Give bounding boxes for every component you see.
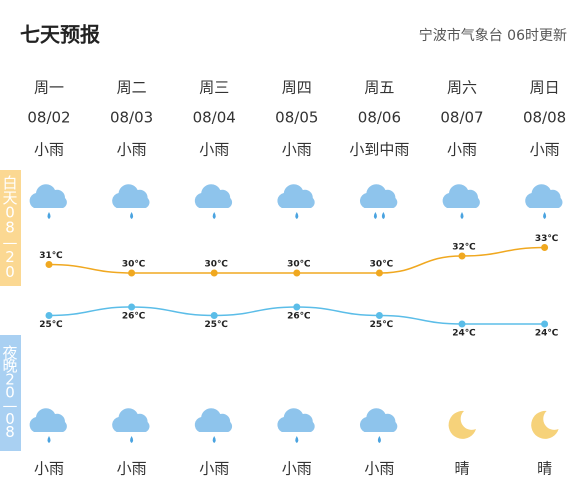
day-weather: 小雨 xyxy=(282,141,312,159)
date: 08/04 xyxy=(193,109,236,127)
cloud-icon xyxy=(277,184,315,208)
rain-drop xyxy=(460,212,464,219)
date: 08/08 xyxy=(523,109,566,127)
weekday: 周五 xyxy=(364,79,394,97)
day-weather: 小雨 xyxy=(117,141,147,159)
date: 08/02 xyxy=(27,109,70,127)
night-weather: 晴 xyxy=(454,460,469,478)
cloud-icon xyxy=(194,408,233,432)
temp-label: 25℃ xyxy=(370,320,394,330)
temp-label: 24℃ xyxy=(535,329,559,339)
temp-label: 30℃ xyxy=(370,260,394,270)
day-band xyxy=(0,170,21,286)
temp-dot xyxy=(210,312,218,319)
moon-icon xyxy=(448,410,476,439)
weekday: 周三 xyxy=(199,79,229,97)
temp-dot xyxy=(128,269,136,277)
temp-label: 25℃ xyxy=(39,320,63,330)
day-weather: 小雨 xyxy=(530,141,560,159)
cloud-icon xyxy=(277,408,315,432)
weekday: 周二 xyxy=(117,79,147,97)
cloud-icon xyxy=(112,408,150,432)
weekday: 周六 xyxy=(447,79,477,97)
temp-dot xyxy=(45,261,53,268)
temp-dot xyxy=(375,312,383,319)
cloud-icon xyxy=(525,184,563,208)
temp-label: 32℃ xyxy=(452,243,476,253)
cloud-icon xyxy=(112,184,150,208)
day-weather: 小雨 xyxy=(199,141,229,159)
band-label: 白天 0 8—2 0 xyxy=(2,174,17,281)
temp-label: 30℃ xyxy=(122,260,146,270)
rain-drop xyxy=(295,436,299,443)
temp-dot xyxy=(210,269,218,277)
cloud-icon xyxy=(359,408,398,432)
temp-label: 33℃ xyxy=(535,234,559,244)
temp-label: 26℃ xyxy=(287,312,311,322)
date: 08/03 xyxy=(110,109,153,127)
temp-dot xyxy=(293,269,301,277)
night-weather: 小雨 xyxy=(199,460,229,478)
rain-drop xyxy=(543,212,547,219)
temp-label: 30℃ xyxy=(204,260,228,270)
temp-label: 30℃ xyxy=(287,260,311,270)
night-weather: 晴 xyxy=(537,460,552,478)
day-weather: 小到中雨 xyxy=(349,141,409,159)
band-label: 夜晚 2 0—0 8 xyxy=(2,344,17,441)
temp-dot xyxy=(541,244,549,251)
cloud-icon xyxy=(359,184,398,208)
temp-label: 31℃ xyxy=(39,251,63,261)
cloud-icon xyxy=(29,408,67,432)
temp-label: 26℃ xyxy=(122,312,146,322)
rain-drop xyxy=(381,212,385,219)
cloud-icon xyxy=(29,184,67,208)
rain-drop xyxy=(212,212,216,219)
night-weather: 小雨 xyxy=(117,460,147,478)
weekday: 周一 xyxy=(34,79,64,97)
cloud-icon xyxy=(194,184,233,208)
weekday: 周四 xyxy=(282,79,312,97)
rain-drop xyxy=(130,436,134,443)
weekday: 周日 xyxy=(530,79,560,97)
rain-drop xyxy=(212,436,216,443)
rain-drop xyxy=(47,436,51,443)
rain-drop xyxy=(377,436,381,443)
moon-icon xyxy=(531,410,559,439)
temp-dot xyxy=(375,269,383,277)
date: 08/06 xyxy=(358,109,401,127)
temp-dot xyxy=(458,320,466,328)
date: 08/07 xyxy=(440,109,483,127)
night-weather: 小雨 xyxy=(34,460,64,478)
temp-dot xyxy=(458,252,466,260)
cloud-icon xyxy=(442,184,480,208)
rain-drop xyxy=(130,212,134,219)
rain-drop xyxy=(47,212,51,219)
temp-dot xyxy=(541,320,549,328)
temp-label: 24℃ xyxy=(452,329,476,339)
day-weather: 小雨 xyxy=(34,141,64,159)
temp-dot xyxy=(293,303,301,311)
day-weather: 小雨 xyxy=(447,141,477,159)
night-band xyxy=(0,335,21,451)
night-weather: 小雨 xyxy=(364,460,394,478)
rain-drop xyxy=(373,212,377,219)
temp-dot xyxy=(45,312,53,319)
rain-drop xyxy=(295,212,299,219)
night-weather: 小雨 xyxy=(282,460,312,478)
title: 七天预报 xyxy=(20,23,100,47)
temp-label: 25℃ xyxy=(204,320,228,330)
date: 08/05 xyxy=(275,109,318,127)
temp-dot xyxy=(128,303,136,311)
source: 宁波市气象台 06时更新 xyxy=(419,27,567,44)
